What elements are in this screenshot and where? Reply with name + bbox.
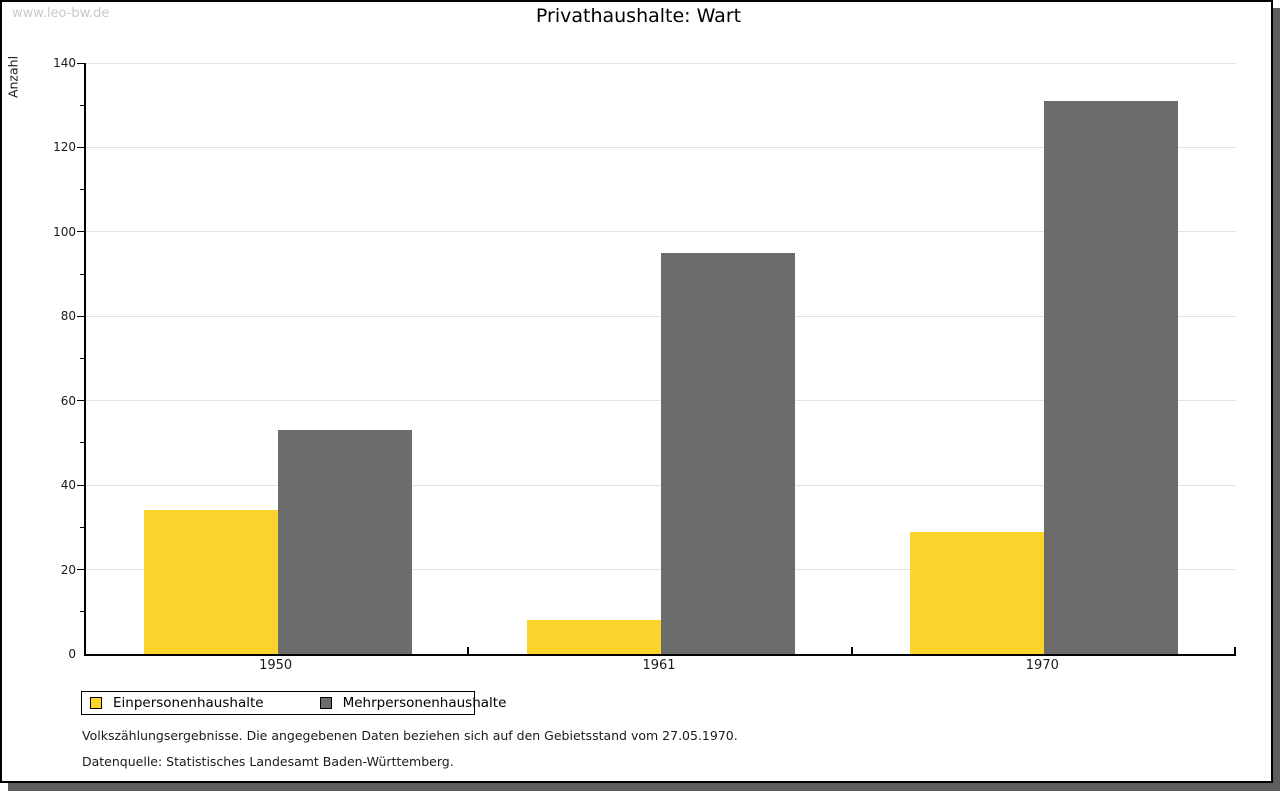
y-minor-tick-90	[80, 273, 84, 275]
footnote-census: Volkszählungsergebnisse. Die angegebenen…	[82, 728, 738, 743]
legend-swatch-mehrpersonenhaushalte	[319, 697, 332, 709]
y-minor-tick-130	[80, 104, 84, 106]
gridline-120	[86, 146, 1236, 148]
y-minor-tick-70	[80, 358, 84, 359]
x-boundary-tick-2	[850, 647, 853, 654]
y-major-tick-140	[77, 62, 84, 64]
chart-title: Privathaushalte: Wart	[535, 5, 742, 27]
y-tick-label-40: 40	[60, 478, 76, 493]
y-tick-label-120: 120	[53, 140, 76, 155]
bar-einpersonenhaushalte-1961	[527, 620, 661, 654]
legend-label-mehrpersonenhaushalte: Mehrpersonenhaushalte	[342, 695, 507, 711]
bar-einpersonenhaushalte-1970	[910, 531, 1045, 654]
y-major-tick-120	[77, 146, 84, 148]
bar-einpersonenhaushalte-1950	[143, 510, 278, 654]
y-minor-tick-50	[80, 442, 84, 444]
bar-mehrpersonenhaushalte-1950	[277, 430, 412, 654]
plot-area	[77, 62, 1236, 656]
x-label-1970: 1970	[1025, 658, 1059, 673]
frame-shadow-bottom	[8, 783, 1280, 791]
y-minor-tick-10	[80, 611, 84, 613]
y-tick-label-20: 20	[60, 562, 76, 577]
y-major-tick-80	[77, 315, 84, 317]
y-major-tick-60	[77, 400, 84, 402]
bar-mehrpersonenhaushalte-1970	[1044, 101, 1179, 654]
y-minor-tick-110	[80, 189, 84, 191]
y-axis-label: Anzahl	[5, 55, 21, 99]
y-major-tick-40	[77, 484, 84, 486]
legend: Einpersonenhaushalte Mehrpersonenhaushal…	[81, 691, 506, 715]
y-tick-label-100: 100	[53, 224, 76, 239]
x-boundary-tick-1	[467, 647, 470, 654]
watermark-text: www.leo-bw.de	[12, 6, 110, 21]
y-tick-label-60: 60	[60, 393, 76, 408]
bar-mehrpersonenhaushalte-1961	[661, 252, 795, 654]
x-label-1950: 1950	[259, 658, 293, 673]
legend-swatch-einpersonenhaushalte	[90, 697, 102, 709]
gridline-140	[86, 62, 1236, 64]
y-tick-label-140: 140	[53, 56, 76, 70]
legend-label-einpersonenhaushalte: Einpersonenhaushalte	[113, 695, 264, 711]
y-major-tick-20	[77, 569, 84, 571]
y-major-tick-100	[77, 231, 84, 233]
gridline-100	[86, 231, 1236, 233]
y-tick-label-80: 80	[60, 309, 76, 324]
y-tick-label-0: 0	[68, 647, 76, 661]
footnote-source: Datenquelle: Statistisches Landesamt Bad…	[82, 754, 454, 769]
x-boundary-tick-3	[1234, 647, 1236, 654]
frame-shadow-right	[1273, 8, 1280, 791]
y-minor-tick-30	[80, 526, 84, 528]
x-label-1961: 1961	[642, 658, 676, 673]
